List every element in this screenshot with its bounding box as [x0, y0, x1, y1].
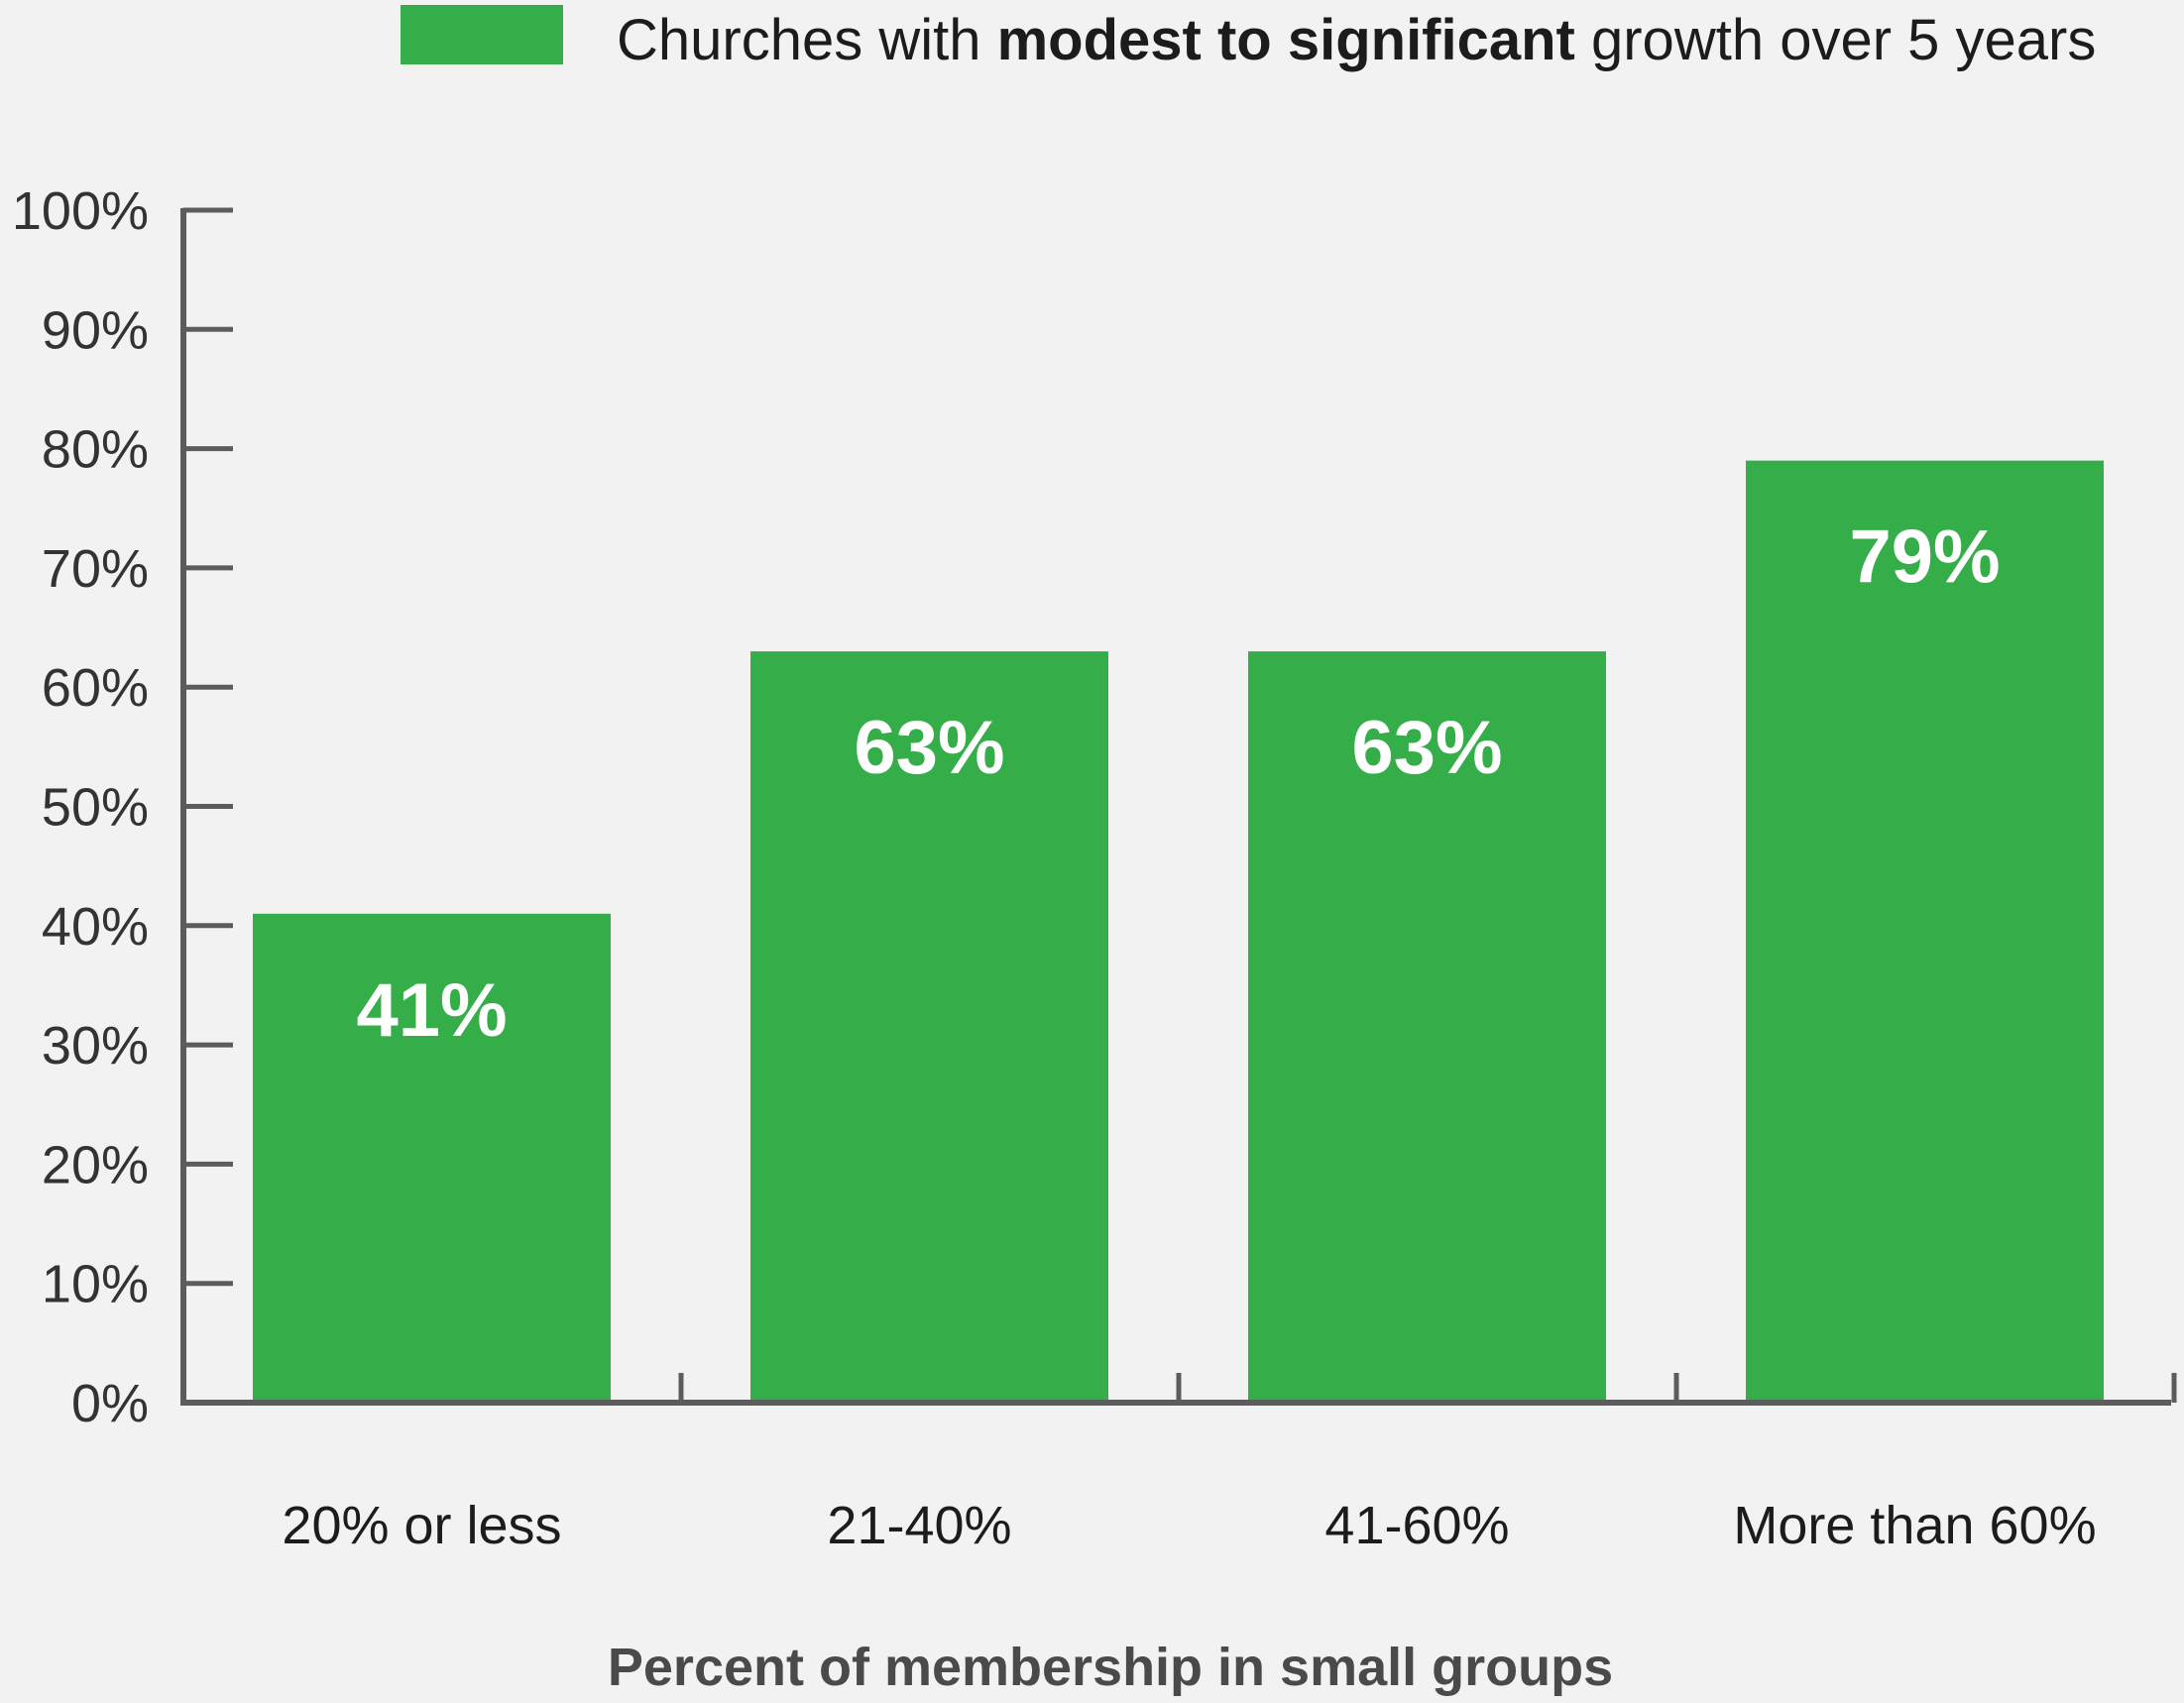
x-category-label: 41-60%: [1324, 1496, 1509, 1555]
bar: [1248, 651, 1606, 1403]
bar-data-label: 63%: [1351, 706, 1502, 790]
y-tick-label: 0%: [71, 1374, 149, 1433]
y-tick-label: 40%: [42, 897, 149, 957]
bar-data-label: 79%: [1849, 515, 2000, 600]
bar-data-label: 41%: [356, 968, 507, 1053]
bars: 41% 63% 63% 79%: [253, 460, 2104, 1403]
category-labels: 20% or less 21-40% 41-60% More than 60%: [282, 1496, 2096, 1555]
y-tick-label: 60%: [42, 658, 149, 718]
bar-data-label: 63%: [854, 706, 1004, 790]
y-tick-label: 70%: [42, 539, 149, 599]
y-tick-label: 90%: [42, 300, 149, 360]
bar: [1746, 460, 2104, 1403]
y-tick-label: 30%: [42, 1016, 149, 1076]
legend: Churches with modest to significant grow…: [401, 5, 2096, 72]
axes: [180, 208, 2177, 1406]
x-category-label: More than 60%: [1733, 1496, 2096, 1555]
legend-text: Churches with modest to significant grow…: [617, 8, 2096, 72]
bar: [750, 651, 1108, 1403]
bar: [253, 913, 611, 1403]
legend-text-prefix: Churches with: [617, 8, 997, 72]
legend-text-bold: modest to significant: [997, 8, 1575, 72]
x-axis-title: Percent of membership in small groups: [608, 1638, 1613, 1697]
legend-swatch: [401, 5, 563, 64]
y-tick-label: 80%: [42, 420, 149, 480]
y-tick-label: 10%: [42, 1255, 149, 1314]
x-category-label: 21-40%: [827, 1496, 1011, 1555]
y-axis-ticks: 0% 10% 20% 30% 40% 50% 60% 70% 80% 90% 100%: [12, 181, 233, 1433]
x-category-label: 20% or less: [282, 1496, 561, 1555]
y-tick-label: 100%: [12, 181, 149, 241]
y-tick-label: 20%: [42, 1135, 149, 1194]
y-tick-label: 50%: [42, 778, 149, 838]
legend-text-suffix: growth over 5 years: [1575, 8, 2096, 72]
